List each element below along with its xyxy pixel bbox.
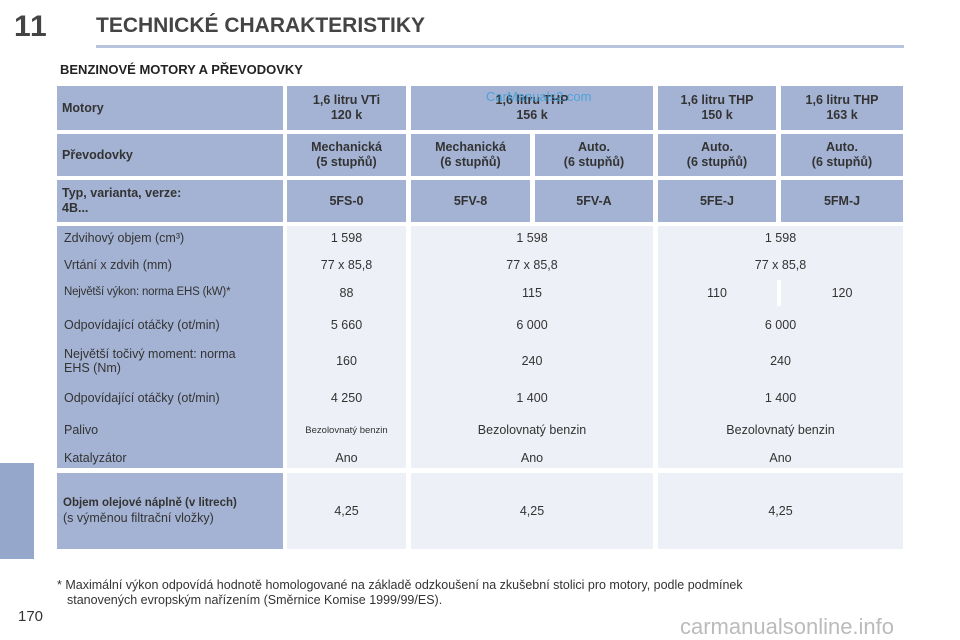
katalyzator-label: Katalyzátor — [64, 451, 127, 465]
otacky-value: 5 660 — [330, 318, 363, 332]
prevodovka-2: Mechanická (6 stupňů) — [411, 134, 530, 176]
column-divider — [777, 280, 781, 306]
typ-3: 5FV-A — [535, 180, 653, 222]
palivo-value: Bezolovnatý benzin — [477, 423, 587, 437]
otacky-value: 4 250 — [330, 391, 363, 405]
watermark-bottom: carmanualsonline.info — [680, 614, 895, 639]
katalyzator-value: Ano — [335, 451, 358, 465]
palivo-value: Bezolovnatý benzin — [305, 425, 388, 436]
moment-value: 240 — [770, 354, 791, 368]
vrtani-value: 77 x 85,8 — [320, 258, 373, 272]
body-column-2 — [411, 226, 653, 468]
watermark-top: CarManuals2.com — [486, 89, 592, 104]
vykon-value: 88 — [339, 286, 354, 300]
otacky-label: Odpovídající otáčky (ot/min) — [64, 391, 220, 405]
footnote-line-2: stanovených evropským nařízením (Směrnic… — [67, 593, 443, 607]
katalyzator-value: Ano — [769, 451, 792, 465]
typ-2: 5FV-8 — [411, 180, 530, 222]
oil-value: 4,25 — [287, 473, 406, 549]
vykon-value: 115 — [522, 286, 542, 300]
prevodovky-label: Převodovky — [57, 134, 283, 176]
vykon-label: Největší výkon: norma EHS (kW)* — [64, 286, 231, 298]
katalyzator-value: Ano — [520, 451, 544, 465]
chapter-side-tab — [0, 463, 34, 559]
prevodovka-4: Auto. (6 stupňů) — [658, 134, 776, 176]
oil-value: 4,25 — [658, 473, 903, 549]
motor-thp-156: 1,6 litru THP 156 k — [411, 86, 653, 130]
moment-label: Největší točivý moment: norma EHS (Nm) — [64, 347, 236, 375]
chapter-number: 11 — [14, 10, 48, 43]
motor-vti-120: 1,6 litru VTi 120 k — [287, 86, 406, 130]
typ-4: 5FE-J — [658, 180, 776, 222]
moment-value: 240 — [521, 354, 543, 368]
footnote-line-1: * Maximální výkon odpovídá hodnotě homol… — [57, 578, 743, 592]
vykon-value: 120 — [831, 286, 853, 300]
otacky-value: 1 400 — [764, 391, 797, 405]
title-underline — [96, 45, 904, 48]
objem-value: 1 598 — [764, 231, 797, 245]
vrtani-value: 77 x 85,8 — [506, 258, 558, 272]
body-column-1 — [287, 226, 406, 468]
otacky-value: 6 000 — [516, 318, 548, 332]
prevodovka-3: Auto. (6 stupňů) — [535, 134, 653, 176]
oil-sublabel: (s výměnou filtrační vložky) — [63, 511, 214, 525]
vrtani-value: 77 x 85,8 — [754, 258, 807, 272]
oil-value: 4,25 — [411, 473, 653, 549]
page-title: TECHNICKÉ CHARAKTERISTIKY — [96, 14, 426, 37]
typ-label: Typ, varianta, verze: 4B... — [57, 180, 283, 222]
footnote: * Maximální výkon odpovídá hodnotě homol… — [57, 578, 907, 608]
otacky-value: 6 000 — [764, 318, 797, 332]
body-label-column — [57, 226, 283, 468]
objem-value: 1 598 — [330, 231, 363, 245]
vrtani-label: Vrtání x zdvih (mm) — [64, 258, 172, 272]
oil-label-cell: Objem olejové náplně (v litrech) (s výmě… — [57, 473, 283, 549]
motor-thp-150: 1,6 litru THP 150 k — [658, 86, 776, 130]
objem-label: Zdvihový objem (cm³) — [64, 231, 185, 245]
moment-value: 160 — [336, 354, 357, 368]
objem-value: 1 598 — [516, 231, 548, 245]
prevodovka-1: Mechanická (5 stupňů) — [287, 134, 406, 176]
otacky-label: Odpovídající otáčky (ot/min) — [64, 318, 220, 332]
prevodovka-5: Auto. (6 stupňů) — [781, 134, 903, 176]
otacky-value: 1 400 — [516, 391, 548, 405]
body-column-3 — [658, 226, 903, 468]
page-number: 170 — [18, 608, 44, 625]
palivo-label: Palivo — [64, 423, 99, 437]
typ-5: 5FM-J — [781, 180, 903, 222]
motor-thp-163: 1,6 litru THP 163 k — [781, 86, 903, 130]
palivo-value: Bezolovnatý benzin — [726, 423, 835, 437]
vykon-value: 110 — [707, 286, 727, 300]
section-title: BENZINOVÉ MOTORY A PŘEVODOVKY — [60, 62, 303, 77]
motory-label: Motory — [57, 86, 283, 130]
typ-1: 5FS-0 — [287, 180, 406, 222]
oil-label: Objem olejové náplně (v litrech) — [63, 497, 237, 509]
